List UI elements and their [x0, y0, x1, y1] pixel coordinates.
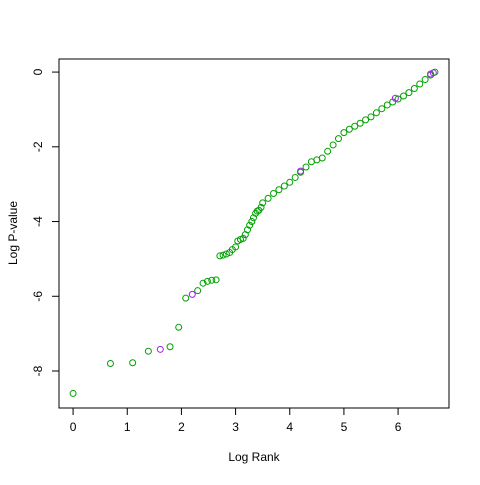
point [156, 345, 164, 353]
point [219, 251, 227, 259]
y-tick-label: -8 [31, 365, 45, 376]
point [246, 221, 254, 229]
point [257, 203, 265, 211]
point [264, 194, 272, 202]
point [324, 147, 332, 155]
point [318, 154, 326, 162]
x-tick-label: 6 [395, 420, 402, 434]
point [182, 294, 190, 302]
point [400, 92, 407, 100]
point [69, 389, 77, 397]
point [362, 116, 370, 124]
point [286, 178, 294, 186]
point [212, 276, 220, 284]
x-tick-label: 5 [341, 420, 348, 434]
point [378, 105, 386, 113]
point [416, 80, 424, 88]
point [259, 199, 267, 207]
point [129, 359, 137, 367]
point [410, 85, 418, 93]
y-tick-label: -6 [31, 291, 45, 302]
x-tick-label: 4 [286, 420, 293, 434]
point [144, 347, 152, 355]
point [297, 167, 305, 175]
point [106, 360, 114, 368]
y-axis-label: Log P-value [6, 201, 20, 265]
x-tick-label: 3 [232, 420, 239, 434]
point [391, 94, 399, 102]
point [208, 276, 216, 284]
point [232, 243, 240, 251]
point [345, 125, 353, 133]
x-tick-label: 2 [178, 420, 185, 434]
point [275, 186, 283, 194]
point [270, 190, 277, 198]
point [394, 95, 402, 103]
point [239, 234, 247, 242]
point [280, 182, 288, 190]
point [356, 119, 364, 127]
x-tick-label: 0 [70, 420, 77, 434]
plot-box [58, 58, 450, 409]
point [429, 69, 437, 77]
point [351, 122, 359, 130]
point [222, 250, 230, 258]
point [405, 89, 413, 97]
point [248, 218, 256, 226]
x-tick-label: 1 [124, 420, 131, 434]
point [291, 173, 299, 181]
point [340, 129, 348, 137]
point [383, 101, 391, 109]
point [372, 109, 380, 117]
y-tick-label: -2 [31, 141, 45, 152]
point [199, 279, 207, 287]
point [302, 163, 310, 171]
y-tick-label: 0 [31, 68, 45, 75]
point [203, 277, 211, 285]
x-axis-label: Log Rank [228, 450, 280, 464]
point [244, 226, 251, 234]
point [216, 252, 224, 260]
point [249, 214, 257, 222]
point [166, 343, 174, 351]
point [329, 141, 337, 149]
point [188, 290, 196, 298]
point [175, 323, 183, 331]
point [367, 113, 375, 121]
y-tick-label: -4 [31, 216, 45, 227]
point [194, 287, 202, 295]
point [421, 76, 429, 84]
point [335, 135, 342, 143]
